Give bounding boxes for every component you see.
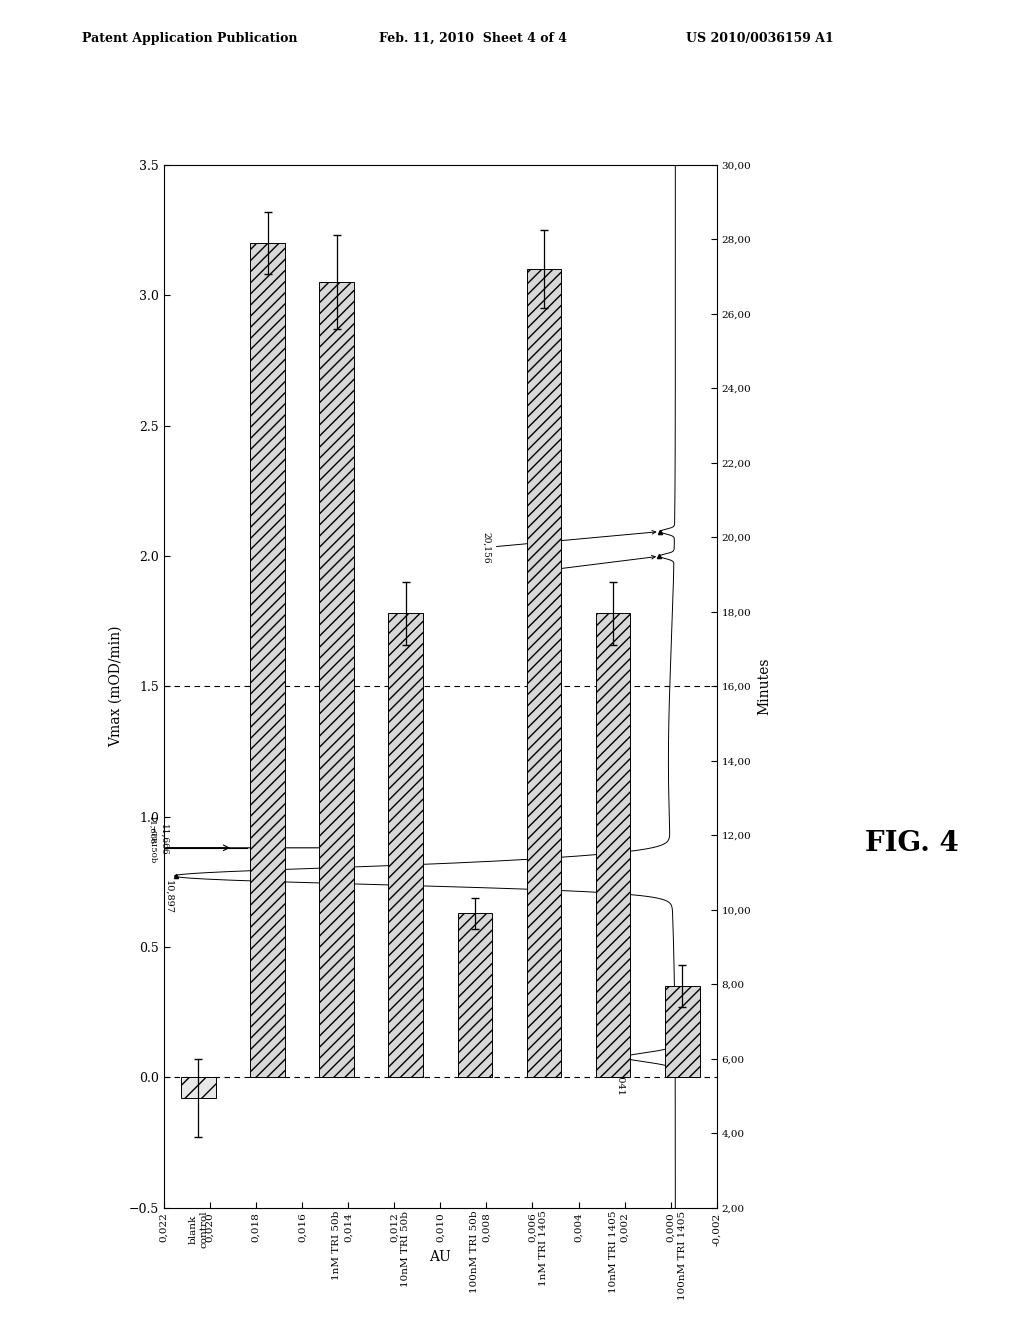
Text: Feb. 11, 2010  Sheet 4 of 4: Feb. 11, 2010 Sheet 4 of 4 <box>379 32 567 45</box>
Bar <box>596 614 631 1077</box>
Bar <box>388 614 423 1077</box>
Text: US 2010/0036159 A1: US 2010/0036159 A1 <box>686 32 834 45</box>
Y-axis label: Vmax (mOD/min): Vmax (mOD/min) <box>110 626 123 747</box>
Text: 6,041: 6,041 <box>615 1068 625 1097</box>
Text: 10,897: 10,897 <box>164 880 173 915</box>
Bar <box>665 986 699 1077</box>
Bar <box>458 913 493 1077</box>
Bar <box>181 1077 216 1098</box>
Bar <box>319 282 354 1077</box>
Text: Patent Application Publication: Patent Application Publication <box>82 32 297 45</box>
Text: 20,156: 20,156 <box>482 531 655 564</box>
Text: 19,494: 19,494 <box>528 556 655 587</box>
Text: 11,666: 11,666 <box>148 816 157 845</box>
Text: →TRI50b: →TRI50b <box>148 825 157 863</box>
Text: 11,666: 11,666 <box>159 825 168 855</box>
Text: FIG. 4: FIG. 4 <box>865 830 959 858</box>
X-axis label: AU: AU <box>429 1250 452 1265</box>
Bar <box>526 269 561 1077</box>
Y-axis label: Minutes: Minutes <box>757 657 771 715</box>
Bar <box>250 243 285 1077</box>
